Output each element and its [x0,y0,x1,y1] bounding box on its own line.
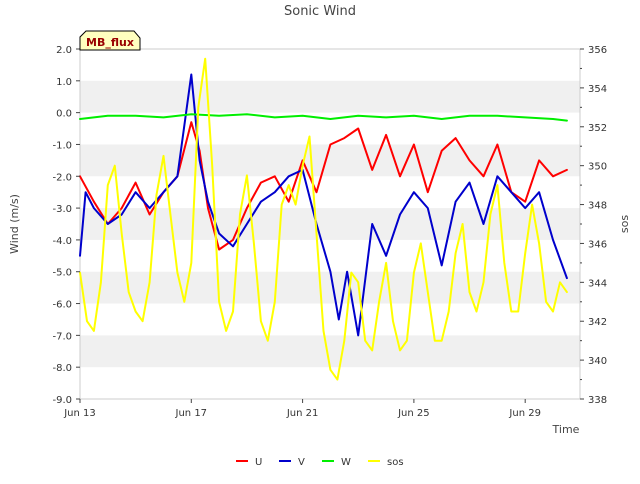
x-axis-label: Time [552,423,580,436]
y-tick-label: 0.0 [56,109,72,120]
y-axis-right: 338 340 342 344 346 348 350 352 354 356 [580,45,607,406]
grid-band [80,208,580,240]
y-tick-label: -8.0 [52,363,72,374]
y2-tick-label: 350 [588,162,607,173]
y2-axis-label: sos [618,215,631,233]
y2-tick-label: 342 [588,317,607,328]
y-tick-label: -4.0 [52,236,72,247]
grid-bands [80,80,580,368]
y2-tick-label: 354 [588,84,607,95]
y2-tick-label: 346 [588,239,607,250]
y-axis-left: -9.0 -8.0 -7.0 -6.0 -5.0 -4.0 -3.0 -2.0 -1.0 0.0 1… [52,45,80,406]
y-axis-label: Wind (m/s) [8,194,21,254]
y-tick-label: -5.0 [52,268,72,279]
x-tick-label: Jun 13 [63,408,96,419]
series-line-w [79,113,568,122]
legend-label-sos: sos [387,457,404,468]
site-badge-box [79,30,141,51]
legend-label-w: W [341,457,351,468]
y2-tick-label: 344 [588,278,607,289]
x-tick-label: Jun 25 [397,408,430,419]
series-layer [79,57,568,381]
y-tick-label: 2.0 [56,45,72,56]
y-tick-label: -2.0 [52,172,72,183]
site-badge-label: MB_flux [86,36,134,49]
legend-label-u: U [255,457,262,468]
series-line-sos [79,57,568,381]
y-tick-label: 1.0 [56,77,72,88]
y2-tick-label: 356 [588,45,607,56]
chart-title: Sonic Wind [284,4,356,19]
x-axis: Jun 13 Jun 17 Jun 21 Jun 25 Jun 29 [63,399,541,419]
grid-band [80,271,580,304]
y2-tick-label: 340 [588,356,607,367]
y-tick-label: -1.0 [52,140,72,151]
x-tick-label: Jun 29 [508,408,541,419]
site-badge: MB_flux [79,30,141,51]
y2-tick-label: 348 [588,201,607,212]
y2-tick-label: 338 [588,395,607,406]
grid-band [80,80,580,113]
x-tick-label: Jun 17 [175,408,208,419]
x-tick-label: Jun 21 [286,408,319,419]
y-tick-label: -7.0 [52,331,72,342]
y-tick-label: -3.0 [52,204,72,215]
y2-tick-label: 352 [588,123,607,134]
legend-label-v: V [298,457,305,468]
y-tick-label: -9.0 [52,395,72,406]
y-tick-label: -6.0 [52,300,72,311]
